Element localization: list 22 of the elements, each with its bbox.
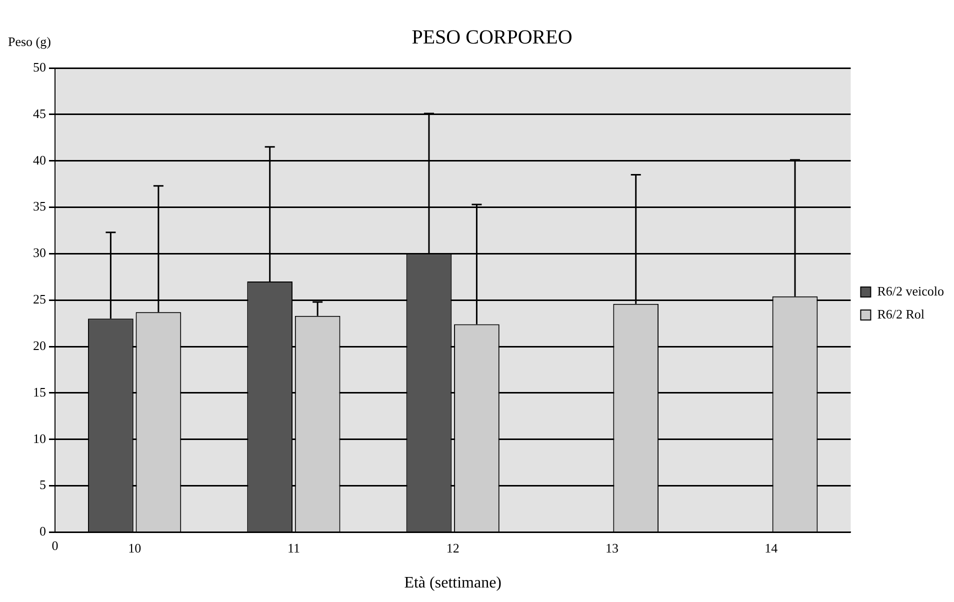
y-tick-label: 20 <box>33 338 46 353</box>
y-tick-label: 10 <box>33 430 46 446</box>
y-tick-label: 5 <box>40 477 46 492</box>
x-tick-label: 14 <box>764 540 778 556</box>
x-tick-label: 11 <box>287 540 300 556</box>
y-tick-label: 50 <box>33 59 46 74</box>
y-tick-label: 15 <box>33 384 46 400</box>
x-tick-label: 10 <box>128 540 142 556</box>
x-tick-label: 13 <box>605 540 618 556</box>
y-tick-label: 0 <box>40 524 46 539</box>
y-tick-label: 30 <box>33 245 46 260</box>
y-tick-label: 45 <box>33 106 46 121</box>
legend-label: R6/2 Rol <box>877 306 925 322</box>
y-tick-label: 25 <box>33 292 46 307</box>
legend-label: R6/2 veicolo <box>877 283 944 298</box>
y-tick-label: 40 <box>33 152 46 168</box>
text: 0 <box>52 538 58 554</box>
chart-title: PESO CORPOREO <box>412 26 572 48</box>
y-axis-title: Peso (g) <box>8 34 51 50</box>
x-axis-title: Età (settimane) <box>404 574 502 592</box>
y-tick-label: 35 <box>33 198 46 214</box>
x-tick-label: 12 <box>446 540 460 556</box>
